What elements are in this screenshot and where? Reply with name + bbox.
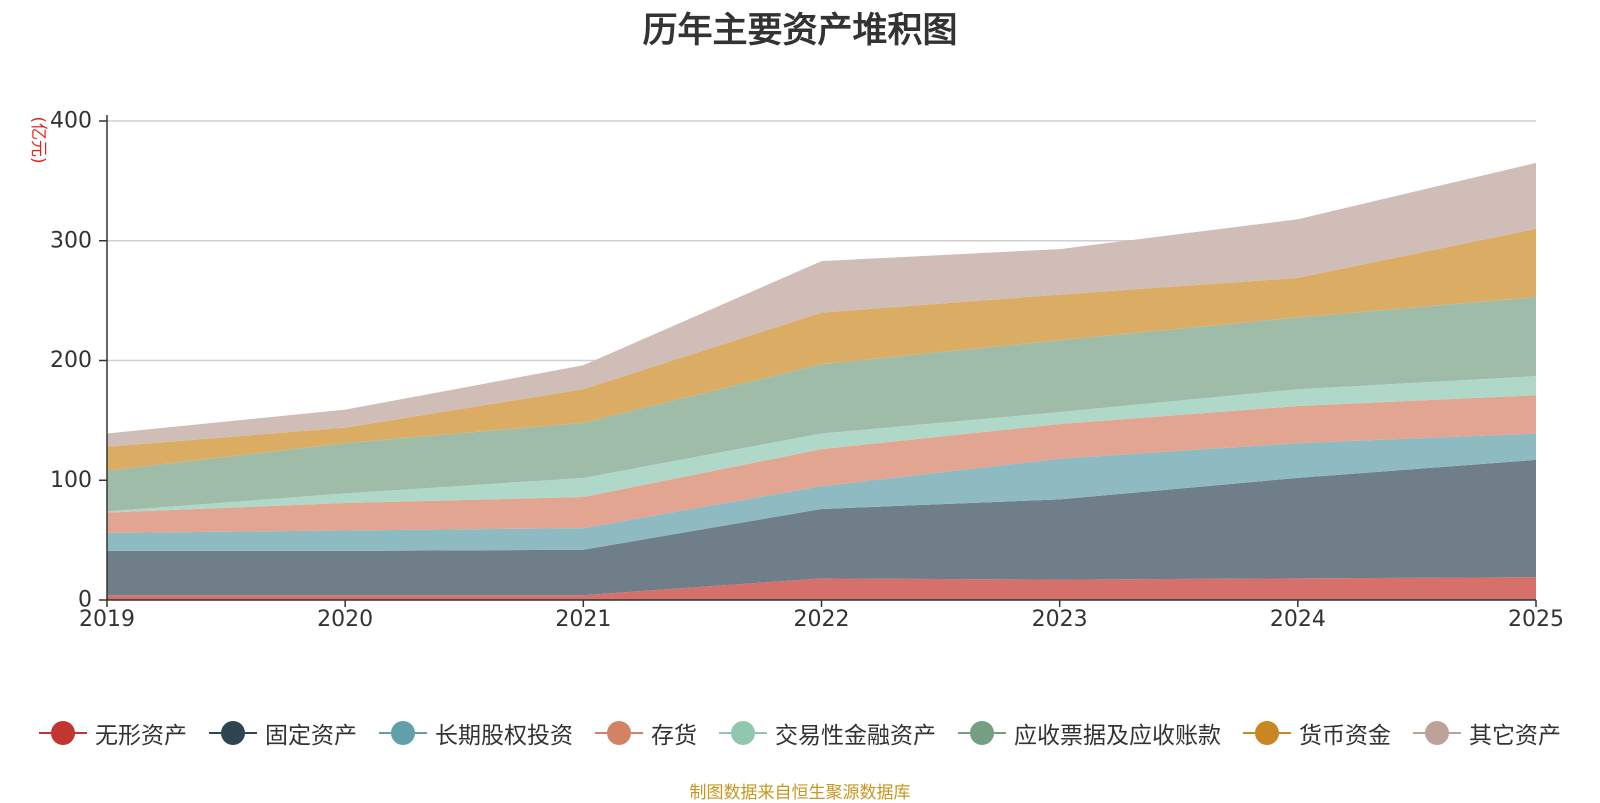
area-series-4[interactable] bbox=[107, 376, 1536, 513]
legend-label: 应收票据及应收账款 bbox=[1014, 723, 1221, 749]
legend-marker-icon bbox=[958, 721, 1006, 745]
legend-item[interactable]: 固定资产 bbox=[209, 716, 357, 750]
stacked-areas bbox=[107, 162, 1536, 600]
legend-label: 长期股权投资 bbox=[435, 723, 573, 749]
area-series-1[interactable] bbox=[107, 459, 1536, 596]
legend-label: 固定资产 bbox=[265, 723, 357, 749]
x-tick-label: 2019 bbox=[79, 607, 135, 632]
area-series-5[interactable] bbox=[107, 297, 1536, 512]
legend-label: 其它资产 bbox=[1469, 723, 1561, 749]
x-tick-label: 2024 bbox=[1270, 607, 1326, 632]
x-tick-label: 2025 bbox=[1508, 607, 1564, 632]
area-series-2[interactable] bbox=[107, 433, 1536, 551]
axes: 0 100 200 300 400 2019 2020 2021 2022 2023 2024 202… bbox=[50, 109, 1564, 633]
legend: 无形资产 固定资产 长期股权投资 存货 交易性金融资产 应收票据及应收账款 货币资金 其它资产 bbox=[0, 716, 1600, 750]
legend-label: 货币资金 bbox=[1299, 723, 1391, 749]
x-tick-label: 2022 bbox=[794, 607, 850, 632]
x-tick-label: 2020 bbox=[317, 607, 373, 632]
y-tick-label: 0 bbox=[78, 588, 92, 613]
legend-label: 存货 bbox=[651, 723, 697, 749]
legend-label: 无形资产 bbox=[95, 723, 187, 749]
legend-item[interactable]: 存货 bbox=[595, 716, 697, 750]
y-axis-unit-label: (亿元) bbox=[28, 116, 48, 163]
y-tick-label: 200 bbox=[50, 348, 92, 373]
area-series-7[interactable] bbox=[107, 162, 1536, 447]
legend-item[interactable]: 交易性金融资产 bbox=[719, 716, 936, 750]
legend-marker-icon bbox=[1243, 721, 1291, 745]
legend-item[interactable]: 其它资产 bbox=[1413, 716, 1561, 750]
y-tick-label: 300 bbox=[50, 228, 92, 253]
legend-marker-icon bbox=[595, 721, 643, 745]
area-series-3[interactable] bbox=[107, 395, 1536, 533]
area-series-0[interactable] bbox=[107, 577, 1536, 600]
y-tick-label: 100 bbox=[50, 468, 92, 493]
legend-marker-icon bbox=[209, 721, 257, 745]
legend-item[interactable]: 长期股权投资 bbox=[379, 716, 573, 750]
legend-marker-icon bbox=[379, 721, 427, 745]
area-series-6[interactable] bbox=[107, 228, 1536, 471]
legend-marker-icon bbox=[1413, 721, 1461, 745]
y-tick-label: 400 bbox=[50, 109, 92, 134]
source-note: 制图数据来自恒生聚源数据库 bbox=[689, 783, 911, 803]
x-tick-label: 2023 bbox=[1032, 607, 1088, 632]
legend-label: 交易性金融资产 bbox=[775, 723, 936, 749]
legend-item[interactable]: 应收票据及应收账款 bbox=[958, 716, 1221, 750]
legend-marker-icon bbox=[39, 721, 87, 745]
x-tick-label: 2021 bbox=[555, 607, 611, 632]
legend-item[interactable]: 无形资产 bbox=[39, 716, 187, 750]
legend-item[interactable]: 货币资金 bbox=[1243, 716, 1391, 750]
legend-marker-icon bbox=[719, 721, 767, 745]
chart-title: 历年主要资产堆积图 bbox=[642, 11, 958, 51]
